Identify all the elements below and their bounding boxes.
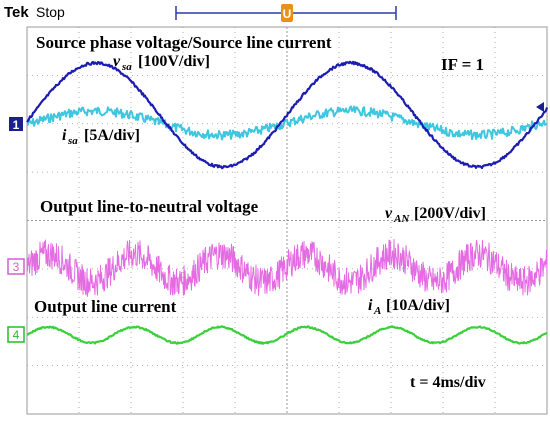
- output-current-trace: [26, 325, 548, 345]
- svg-text:v: v: [113, 53, 121, 70]
- channel-marker-1[interactable]: 1: [9, 117, 23, 132]
- svg-text:A: A: [373, 305, 381, 317]
- svg-text:sa: sa: [67, 135, 78, 147]
- channel-marker-4[interactable]: 4: [7, 326, 25, 343]
- ia-label: i A [10A/div]: [368, 297, 450, 317]
- svg-text:i: i: [368, 297, 373, 314]
- output-voltage-trace: [26, 238, 548, 297]
- svg-text:[100V/div]: [100V/div]: [138, 53, 210, 70]
- svg-text:v: v: [385, 205, 393, 222]
- source-current-trace: [26, 105, 548, 141]
- svg-text:i: i: [62, 127, 67, 144]
- if-label: IF = 1: [441, 55, 484, 74]
- svg-text:[200V/div]: [200V/div]: [414, 205, 486, 222]
- svg-text:U: U: [283, 7, 292, 21]
- waveforms: [26, 60, 549, 345]
- trigger-level-arrow-icon[interactable]: [536, 102, 544, 112]
- svg-text:[10A/div]: [10A/div]: [386, 297, 450, 314]
- trigger-position-marker[interactable]: U: [281, 4, 293, 22]
- channel-marker-3[interactable]: 3: [7, 258, 25, 275]
- vsa-label: v sa [100V/div]: [113, 53, 210, 73]
- svg-text:[5A/div]: [5A/div]: [84, 127, 140, 144]
- svg-text:AN: AN: [393, 213, 410, 225]
- output-current-title: Output line current: [34, 297, 177, 316]
- status-label: Stop: [36, 4, 65, 20]
- output-voltage-title: Output line-to-neutral voltage: [40, 197, 259, 216]
- source-title: Source phase voltage/Source line current: [36, 33, 332, 52]
- source-voltage-trace: [26, 60, 549, 170]
- svg-text:3: 3: [13, 260, 20, 274]
- header-bar: Tek Stop U: [4, 4, 397, 22]
- brand-label: Tek: [4, 4, 29, 21]
- svg-text:4: 4: [13, 328, 20, 342]
- timebase-label: t = 4ms/div: [410, 374, 486, 391]
- svg-text:1: 1: [13, 118, 20, 132]
- svg-text:sa: sa: [121, 61, 132, 73]
- isa-label: i sa [5A/div]: [62, 127, 140, 147]
- van-label: v AN [200V/div]: [385, 205, 486, 225]
